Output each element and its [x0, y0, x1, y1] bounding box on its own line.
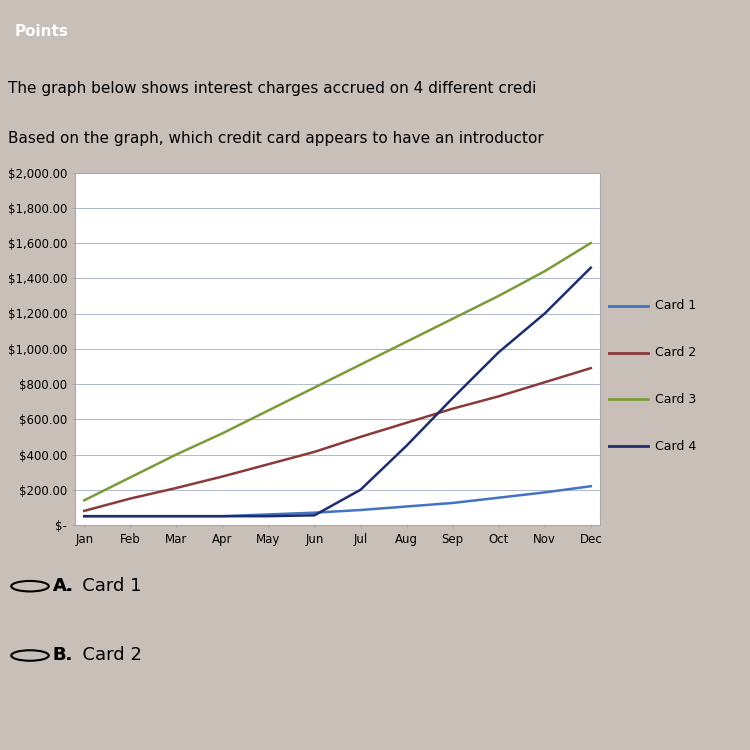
Line: Card 4: Card 4 — [84, 268, 591, 516]
Card 1 — [540, 488, 549, 497]
Card 1 — [310, 509, 319, 518]
Card 1 — [402, 502, 411, 511]
Text: A.  Card 1: A. Card 1 — [53, 578, 141, 596]
Card 2 — [217, 472, 226, 481]
Text: B.  Card 2: B. Card 2 — [53, 646, 141, 664]
Card 3 — [217, 429, 226, 438]
Card 2 — [80, 506, 88, 515]
Line: Card 1: Card 1 — [84, 486, 591, 516]
Card 3 — [264, 406, 273, 415]
Text: Based on the graph, which credit card appears to have an introductor: Based on the graph, which credit card ap… — [8, 131, 543, 146]
Card 1 — [494, 494, 503, 502]
Text: Card 1: Card 1 — [655, 299, 696, 312]
Card 4 — [310, 511, 319, 520]
Card 4 — [217, 512, 226, 520]
Card 4 — [126, 512, 135, 520]
Card 4 — [402, 441, 411, 450]
Text: Card 4: Card 4 — [655, 440, 696, 453]
Card 3 — [494, 292, 503, 301]
Card 1 — [356, 506, 365, 515]
Text: A.: A. — [53, 578, 74, 596]
Card 4 — [172, 512, 181, 520]
Card 4 — [356, 485, 365, 494]
Card 3 — [310, 383, 319, 392]
Card 1 — [217, 512, 226, 520]
Card 1 — [80, 512, 88, 520]
Card 1 — [448, 499, 458, 508]
Card 3 — [586, 238, 596, 248]
Text: B.: B. — [53, 646, 73, 664]
Card 2 — [126, 494, 135, 503]
Text: Card 3: Card 3 — [655, 393, 696, 406]
Card 2 — [356, 432, 365, 441]
Text: Card 2: Card 2 — [655, 346, 696, 359]
Card 4 — [540, 309, 549, 318]
Line: Card 3: Card 3 — [84, 243, 591, 500]
Card 2 — [540, 378, 549, 387]
Card 2 — [310, 447, 319, 456]
Card 3 — [80, 496, 88, 505]
Text: Points: Points — [15, 24, 69, 39]
Card 4 — [264, 512, 273, 520]
Text: The graph below shows interest charges accrued on 4 different credi: The graph below shows interest charges a… — [8, 81, 536, 96]
Card 2 — [586, 364, 596, 373]
Card 2 — [402, 419, 411, 428]
Line: Card 2: Card 2 — [84, 368, 591, 511]
Card 4 — [80, 512, 88, 520]
Card 3 — [448, 314, 458, 323]
Card 4 — [448, 394, 458, 403]
Card 1 — [172, 512, 181, 520]
Card 4 — [494, 348, 503, 357]
Card 3 — [126, 473, 135, 482]
Card 1 — [586, 482, 596, 490]
Card 4 — [586, 263, 596, 272]
Card 1 — [126, 512, 135, 520]
Card 2 — [264, 460, 273, 469]
Card 2 — [494, 392, 503, 400]
Card 2 — [172, 484, 181, 493]
Card 2 — [448, 404, 458, 413]
Card 1 — [264, 510, 273, 519]
Card 3 — [172, 450, 181, 459]
Card 3 — [356, 360, 365, 369]
Card 3 — [540, 267, 549, 276]
Card 3 — [402, 338, 411, 346]
